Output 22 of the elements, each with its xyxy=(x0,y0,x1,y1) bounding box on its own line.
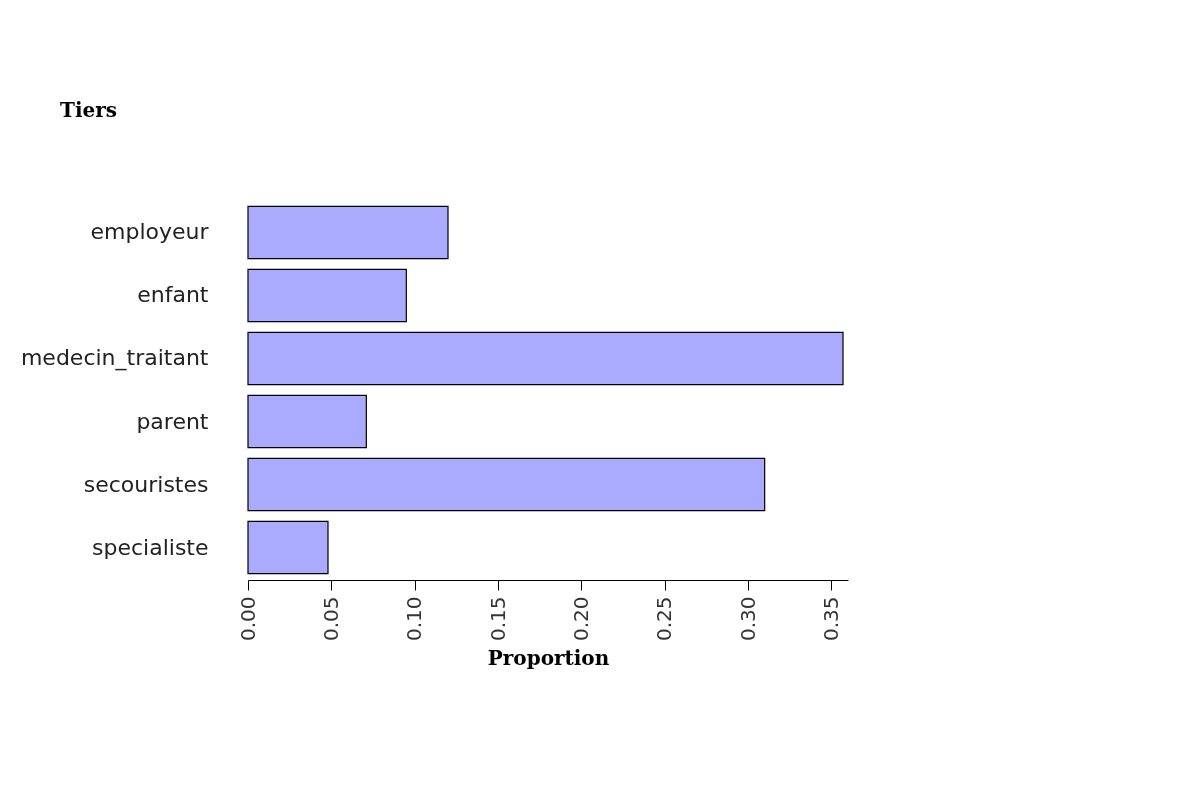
x-tick-label: 0.05 xyxy=(318,596,343,642)
x-tick-label: 0.30 xyxy=(735,596,760,642)
y-tick-label: parent xyxy=(136,408,209,434)
y-tick-label: employeur xyxy=(90,219,210,245)
x-tick-label: 0.20 xyxy=(568,596,593,642)
bar xyxy=(247,457,766,512)
y-tick-label: medecin_traitant xyxy=(20,345,209,372)
x-tick-label: 0.00 xyxy=(235,596,260,642)
x-tick-label: 0.10 xyxy=(402,596,427,642)
bar xyxy=(247,520,329,575)
y-tick-label: specialiste xyxy=(92,534,209,560)
y-tick-label: secouristes xyxy=(83,471,209,497)
bar xyxy=(247,205,449,260)
x-axis-title: Proportion xyxy=(487,646,610,671)
x-tick-label: 0.15 xyxy=(485,596,510,642)
y-tick-label: enfant xyxy=(137,282,209,308)
bar xyxy=(247,394,367,449)
bar xyxy=(247,331,844,386)
bar xyxy=(247,268,407,323)
x-tick-label: 0.25 xyxy=(652,596,677,642)
x-tick-label: 0.35 xyxy=(818,596,843,642)
y-axis-title: Tiers xyxy=(59,97,118,122)
